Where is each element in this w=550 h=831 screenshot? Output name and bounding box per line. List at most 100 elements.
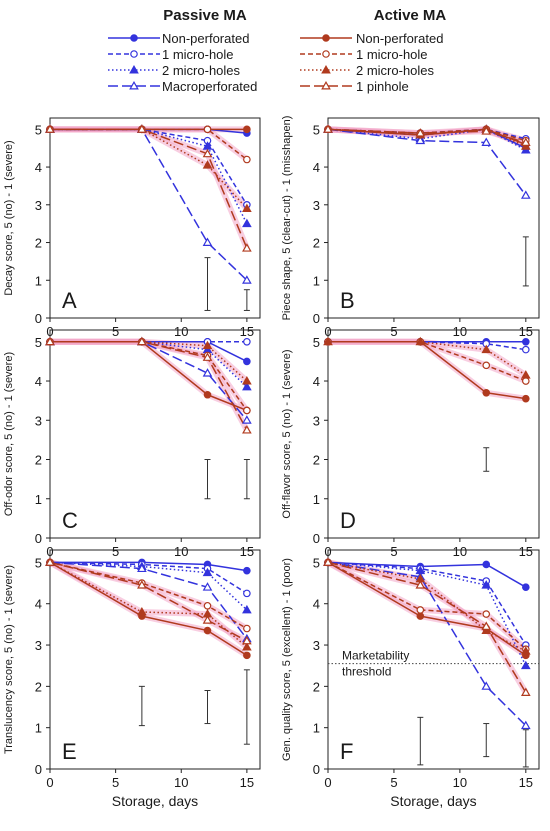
panel-A-ytick-0: 0 — [35, 311, 42, 326]
panel-B-series-7-line — [327, 128, 527, 144]
panel-A-series-7-point-0 — [45, 124, 55, 133]
panel-E-series-4-line — [49, 561, 248, 657]
panel-F-series-7-point-2 — [481, 621, 492, 630]
panel-E-series-3-line — [49, 561, 248, 640]
panel-C-series-5-point-3 — [243, 406, 251, 415]
panel-F-series-7-point-1 — [415, 580, 426, 589]
panel-B-series-3-point-1 — [415, 135, 426, 145]
panel-F-xtick-2: 10 — [453, 775, 467, 790]
legend-active-marker-1 — [322, 50, 330, 58]
panel-F-series-2-point-2 — [481, 580, 492, 589]
panel-E-ytick-4: 4 — [35, 597, 42, 612]
panel-F-series-2-line — [327, 561, 527, 667]
panel-E-series-6-line — [49, 561, 248, 648]
panel-D-series-4-point-0 — [323, 336, 333, 346]
panel-C-xtick-2: 10 — [174, 544, 188, 559]
panel-C-series-0-point-3 — [243, 357, 251, 366]
panel-B-ylabel: Piece shape, 5 (clear-cut) - 1 (misshape… — [281, 116, 293, 321]
panel-C-ytick-1: 1 — [35, 492, 42, 507]
panel-B-series-1-line — [327, 128, 526, 140]
legend-active-label-2: 2 micro-holes — [356, 63, 435, 78]
panel-E-series-4-point-2 — [203, 626, 212, 635]
panel-A-error-bar-0 — [204, 257, 211, 311]
panel-C-series-7-point-0 — [45, 336, 55, 346]
panel-E-ylabel: Translucency score, 5 (no) - 1 (severe) — [3, 565, 15, 754]
panel-A-series-5-point-3 — [243, 155, 251, 164]
panel-D-xtick-2: 10 — [453, 544, 467, 559]
panel-A-ytick-2: 2 — [35, 236, 42, 251]
panel-E-series-2-point-2 — [202, 567, 213, 577]
panel-F-series-4-line — [327, 561, 527, 656]
panel-A-series-4-point-3 — [243, 125, 251, 134]
panel-E-series-2-point-3 — [242, 604, 252, 614]
panel-E-frame — [49, 549, 261, 770]
panel-E: 0 1 2 3 4 5 0 5 10 15 Translucency score, 5 (no) -… — [3, 549, 261, 809]
panel-C-ytick-3: 3 — [35, 413, 42, 428]
panel-B-ytick-4: 4 — [313, 160, 320, 175]
panel-F-error-bar-2 — [522, 729, 529, 768]
panel-E-series-7-point-2 — [202, 615, 213, 624]
panel-B-error-bar-0 — [522, 236, 529, 287]
panel-A-series-6-point-2 — [202, 160, 213, 169]
panel-C-error-bar-0 — [204, 459, 211, 500]
panel-D-ytick-3: 3 — [313, 413, 320, 428]
panel-D-series-2-point-3 — [522, 394, 530, 403]
panel-D-xtick-3: 15 — [519, 544, 533, 559]
panel-A-series-7-point-3 — [242, 243, 252, 252]
panel-E-series-7-point-3 — [242, 635, 252, 645]
panel-C-series-7-line — [50, 341, 248, 431]
panel-F-series-3-point-3 — [520, 720, 531, 730]
panel-F-series-3-line — [327, 561, 527, 727]
panel-E-letter: E — [62, 739, 77, 764]
panel-A-series-6-point-3 — [242, 203, 252, 213]
panel-C-frame — [49, 329, 261, 539]
panel-F-series-3-point-2 — [481, 681, 492, 690]
panel-D-series-1-point-3 — [522, 345, 530, 354]
panel-F-series-0-point-3 — [522, 583, 530, 591]
panel-A-series-3-line — [50, 128, 248, 281]
panel-F-letter: F — [340, 739, 353, 764]
panel-F-series-0-line — [327, 561, 527, 588]
panel-B-xtick-2: 10 — [453, 324, 467, 339]
panel-A-ytick-3: 3 — [35, 198, 42, 213]
panel-E-xtick-0: 0 — [46, 775, 53, 790]
panel-E-xlabel: Storage, days — [112, 793, 198, 809]
panel-D-series-2-point-2 — [482, 388, 491, 397]
panel-D-series-3-point-2 — [482, 361, 491, 370]
panel-D-xtick-1: 5 — [390, 544, 397, 559]
panel-B-letter: B — [340, 288, 355, 313]
panel-B-series-3-line — [327, 128, 527, 196]
panel-E-series-7-line — [49, 561, 248, 642]
panel-C-ytick-4: 4 — [35, 374, 42, 389]
panel-B-ytick-1: 1 — [313, 273, 320, 288]
panel-C-series-7-point-1 — [137, 336, 147, 346]
panel-C-series-7-point-2 — [202, 352, 213, 361]
panel-B-series-7-point-1 — [415, 128, 426, 137]
panel-B-series-7-point-0 — [323, 124, 333, 133]
panel-A-series-1-line — [50, 128, 248, 206]
panel-D-series-4-point-2 — [481, 344, 492, 354]
panel-F-xlabel: Storage, days — [390, 793, 476, 809]
panel-E-xtick-1: 5 — [112, 775, 119, 790]
legend-title-passive: Passive MA — [163, 7, 247, 24]
panel-C-series-3-point-3 — [242, 415, 252, 424]
legend-passive-marker-0 — [130, 34, 138, 42]
legend-active-marker-2 — [321, 64, 331, 74]
panel-C-series-6-point-2 — [202, 340, 213, 350]
panel-C-series-6-point-3 — [242, 376, 252, 385]
panel-C-series-1-point-3 — [243, 337, 251, 346]
panel-A-letter: A — [62, 288, 77, 313]
legend-passive-marker-3 — [129, 80, 139, 90]
panel-C-ytick-5: 5 — [35, 335, 42, 350]
panel-D-ylabel: Off-flavor score, 5 (no) - 1 (severe) — [281, 349, 293, 518]
panel-C-series-3-point-2 — [202, 368, 213, 377]
panel-C-xtick-1: 5 — [112, 544, 119, 559]
panel-A-series-3-point-2 — [202, 237, 213, 246]
panel-F-ytick-1: 1 — [313, 721, 320, 736]
panel-C-series-6-line — [50, 341, 248, 382]
panel-E-series-2-line — [49, 561, 248, 611]
panel-F-series-7-point-0 — [323, 557, 333, 566]
panel-D-frame — [327, 329, 540, 539]
panel-B-ytick-3: 3 — [313, 198, 320, 213]
